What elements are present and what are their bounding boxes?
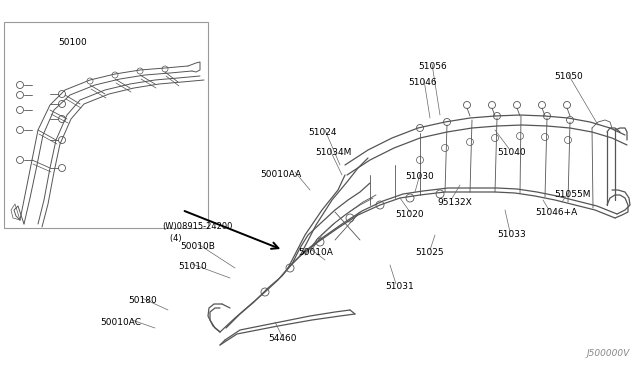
Text: 51020: 51020 [395,210,424,219]
Text: 54460: 54460 [268,334,296,343]
Text: 50010AC: 50010AC [100,318,141,327]
Text: 51040: 51040 [497,148,525,157]
Text: 50010A: 50010A [298,248,333,257]
Text: 51031: 51031 [385,282,413,291]
Text: (4): (4) [162,234,182,243]
Text: 51025: 51025 [415,248,444,257]
Text: 51024: 51024 [308,128,337,137]
Text: J500000V: J500000V [587,349,630,358]
Text: 51056: 51056 [418,62,447,71]
Text: 50180: 50180 [128,296,157,305]
Text: 51030: 51030 [405,172,434,181]
Text: 51033: 51033 [497,230,525,239]
Text: 51046+A: 51046+A [535,208,577,217]
Text: 50010B: 50010B [180,242,215,251]
Text: 51010: 51010 [178,262,207,271]
Text: 50010AA: 50010AA [260,170,301,179]
Text: 51046: 51046 [408,78,436,87]
Text: 51034M: 51034M [315,148,351,157]
Text: (W)08915-24200: (W)08915-24200 [162,222,232,231]
Text: 51055M: 51055M [554,190,591,199]
Text: 51050: 51050 [554,72,583,81]
Text: 50100: 50100 [58,38,87,47]
Text: 95132X: 95132X [437,198,472,207]
Bar [4,22,208,228]
